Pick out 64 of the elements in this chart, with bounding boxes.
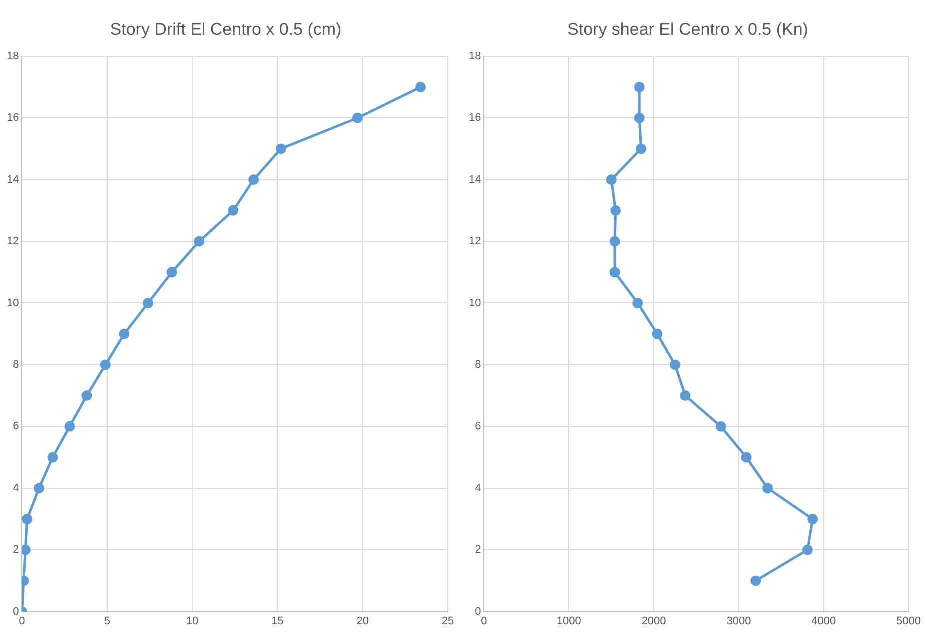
point [610,236,620,247]
point [716,421,726,432]
point [48,452,58,463]
y-tick-label: 18 [6,50,20,62]
point [802,544,813,556]
point [762,483,774,494]
y-tick-label: 12 [6,236,20,248]
point [680,390,691,402]
point [610,205,622,216]
point [610,267,620,278]
x-tick-label: 20 [356,615,369,628]
point [632,298,644,308]
point [119,328,130,340]
point [808,514,818,524]
y-tick-label: 10 [468,297,482,310]
x-tick-label: 5000 [896,615,922,628]
point [143,298,154,308]
chart-title: Story shear El Centro x 0.5 (Kn) [568,20,808,39]
x-tick-label: 5 [104,615,110,628]
y-tick-label: 6 [13,420,20,433]
y-tick-label: 2 [475,544,482,556]
y-tick-label: 4 [13,482,20,494]
point [194,236,205,247]
point [248,174,260,186]
point [166,267,178,278]
y-tick-label: 18 [468,50,482,62]
point [228,205,239,216]
y-tick-label: 8 [475,358,482,371]
y-tick-label: 2 [13,544,20,556]
point [636,144,647,154]
y-tick-label: 14 [6,174,20,186]
y-tick-label: 0 [13,606,20,618]
chart-title: Story Drift El Centro x 0.5 (cm) [110,20,342,39]
point [34,483,45,494]
y-tick-label: 10 [6,297,20,310]
y-tick-label: 12 [468,236,482,248]
point [276,144,286,154]
point [416,82,426,93]
y-tick-label: 16 [6,112,20,124]
point [100,360,111,370]
y-tick-label: 14 [468,174,482,186]
x-tick-label: 1000 [556,615,582,628]
point [750,576,762,586]
x-tick-label: 25 [442,615,454,628]
point [634,112,645,124]
y-tick-label: 8 [13,358,20,371]
x-tick-label: 2000 [642,615,666,628]
point [22,514,33,524]
y-tick-label: 16 [468,112,482,124]
point [652,328,663,340]
point [670,360,681,370]
x-tick-label: 15 [272,615,284,628]
point [634,82,645,93]
x-tick-label: 4000 [812,615,836,628]
point [82,390,92,402]
point [606,174,617,186]
y-tick-label: 4 [475,482,482,494]
point [64,421,76,432]
y-tick-label: 0 [475,606,482,618]
point [352,112,363,124]
x-tick-label: 10 [186,615,199,628]
y-tick-label: 6 [475,420,482,433]
point [741,452,752,463]
x-tick-label: 3000 [726,615,752,628]
